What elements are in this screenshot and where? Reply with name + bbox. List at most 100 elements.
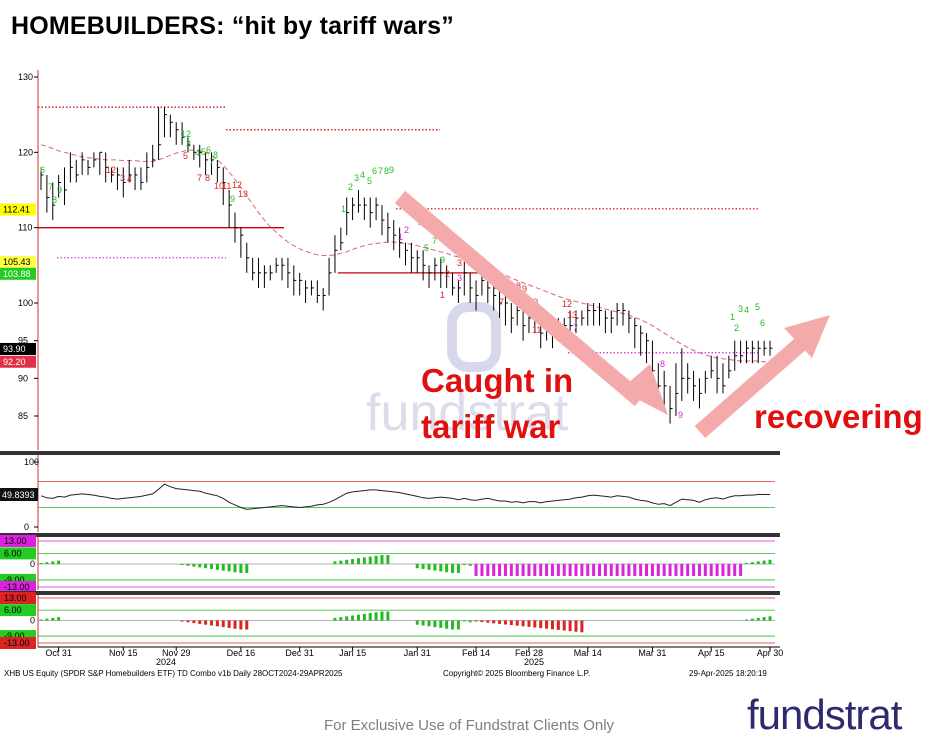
setup-tag-bg: [0, 637, 36, 649]
setup1-bar: [574, 564, 578, 576]
td-sequential-counts: 6789123412345678578101112139123456789123…: [40, 129, 765, 420]
setup1-bar: [750, 562, 754, 564]
setup2-bar: [451, 620, 455, 630]
setup1-bar: [744, 563, 748, 564]
td-count: 12: [232, 180, 242, 190]
setup2-bar: [198, 620, 202, 624]
td-count: 9: [522, 284, 527, 294]
td-count: 1: [730, 312, 735, 322]
td-count: 3: [457, 273, 462, 283]
x-tick-label: Dec 31: [285, 648, 314, 658]
setup1-bar: [433, 564, 437, 571]
setup2-bar: [550, 620, 554, 630]
year-label: 2024: [156, 657, 176, 667]
fundstrat-watermark: fundstrat: [366, 302, 569, 442]
setup1-bar: [386, 555, 390, 564]
td-count: 5: [183, 151, 188, 161]
td-count: 7: [378, 166, 383, 176]
price-tag-bg: [0, 203, 36, 216]
panel-divider: [0, 451, 780, 455]
td-count: 4: [360, 170, 365, 180]
y-tick-label: 120: [18, 147, 33, 157]
setup1-bar: [239, 564, 243, 573]
setup2-bar: [233, 620, 237, 629]
setup1-bar: [215, 564, 219, 570]
setup1-bar: [45, 562, 49, 564]
setup1-bar: [186, 564, 190, 566]
setup1-bar: [421, 564, 425, 569]
setup-tag-bg: [0, 592, 36, 604]
setup1-bar: [703, 564, 707, 576]
y-tick-label: 100: [18, 298, 33, 308]
setup1-bar: [662, 564, 666, 576]
setup2-bar: [204, 620, 208, 625]
setup1-bar: [192, 564, 196, 567]
setup1-bar: [668, 564, 672, 576]
setup1-bar: [209, 564, 213, 569]
td-count: 8: [384, 166, 389, 176]
setup1-bar: [550, 564, 554, 576]
setup1-bar: [374, 555, 378, 564]
td-count: 12: [106, 165, 116, 175]
setup2-bar: [521, 620, 525, 627]
setup1-bar: [639, 564, 643, 576]
td-count: 5: [755, 302, 760, 312]
setup1-bars: [39, 555, 772, 576]
setup2-bar: [580, 620, 584, 633]
setup2-bar: [768, 616, 772, 621]
x-tick-label: Oct 31: [45, 648, 72, 658]
td-count: 11: [532, 325, 541, 335]
setup1-bar: [727, 564, 731, 576]
setup2-bar: [456, 620, 460, 630]
y-tick-label: 85: [18, 411, 28, 421]
setup2-bar: [45, 618, 49, 621]
setup2-bar: [421, 620, 425, 626]
setup2-bar: [239, 620, 243, 630]
oscillator-value-tag: 49.8393: [0, 488, 38, 501]
setup1-bar: [562, 564, 566, 576]
td-count: 9: [389, 165, 394, 175]
setup1-bar: [57, 560, 61, 564]
price-bars: [40, 107, 773, 424]
td-count: 3: [120, 173, 125, 183]
setup-tag-bg: [0, 535, 36, 547]
setup1-bar: [715, 564, 719, 576]
setup2-bar: [515, 620, 519, 626]
setup1-bar: [615, 564, 619, 576]
setup2-bar: [245, 620, 249, 630]
setup-tag: -9.00: [4, 631, 25, 641]
setup1-bar: [645, 564, 649, 576]
setup1-bar: [180, 564, 184, 565]
x-tick-label: Feb 28: [515, 648, 543, 658]
setup1-bar: [762, 560, 766, 564]
recovering-label: recovering: [754, 398, 923, 435]
td-count: 8: [52, 195, 57, 205]
td-count: 2: [404, 225, 409, 235]
setup1-bar: [368, 556, 372, 564]
setup1-bar: [333, 561, 337, 564]
td-count: 9: [57, 185, 62, 195]
setup-tag-bg: [0, 604, 36, 617]
td-count: 2: [734, 323, 739, 333]
setup2-bar: [339, 617, 343, 621]
setup1-bar: [556, 564, 560, 576]
setup1-bar: [721, 564, 725, 576]
setup1-bar: [539, 564, 543, 576]
setup2-bar: [215, 620, 219, 627]
setup1-y-axis: 13.00 6.00 0 -9.00-13.00: [0, 535, 775, 593]
td-count: 13: [567, 310, 577, 320]
setup-tag: 13.00: [4, 593, 27, 603]
setup1-bar: [709, 564, 713, 576]
setup2-bar: [762, 617, 766, 621]
setup1-bar: [480, 564, 484, 576]
setup1-bar: [456, 564, 460, 573]
year-label: 2025: [524, 657, 544, 667]
td-count: 13: [238, 189, 248, 199]
setup2-bar: [503, 620, 507, 625]
setup1-bar: [468, 564, 472, 566]
x-tick-label: Nov 15: [109, 648, 138, 658]
decline-arrow: [394, 190, 668, 415]
td-count: 8: [205, 173, 210, 183]
y-tick-label: 95: [18, 336, 28, 346]
